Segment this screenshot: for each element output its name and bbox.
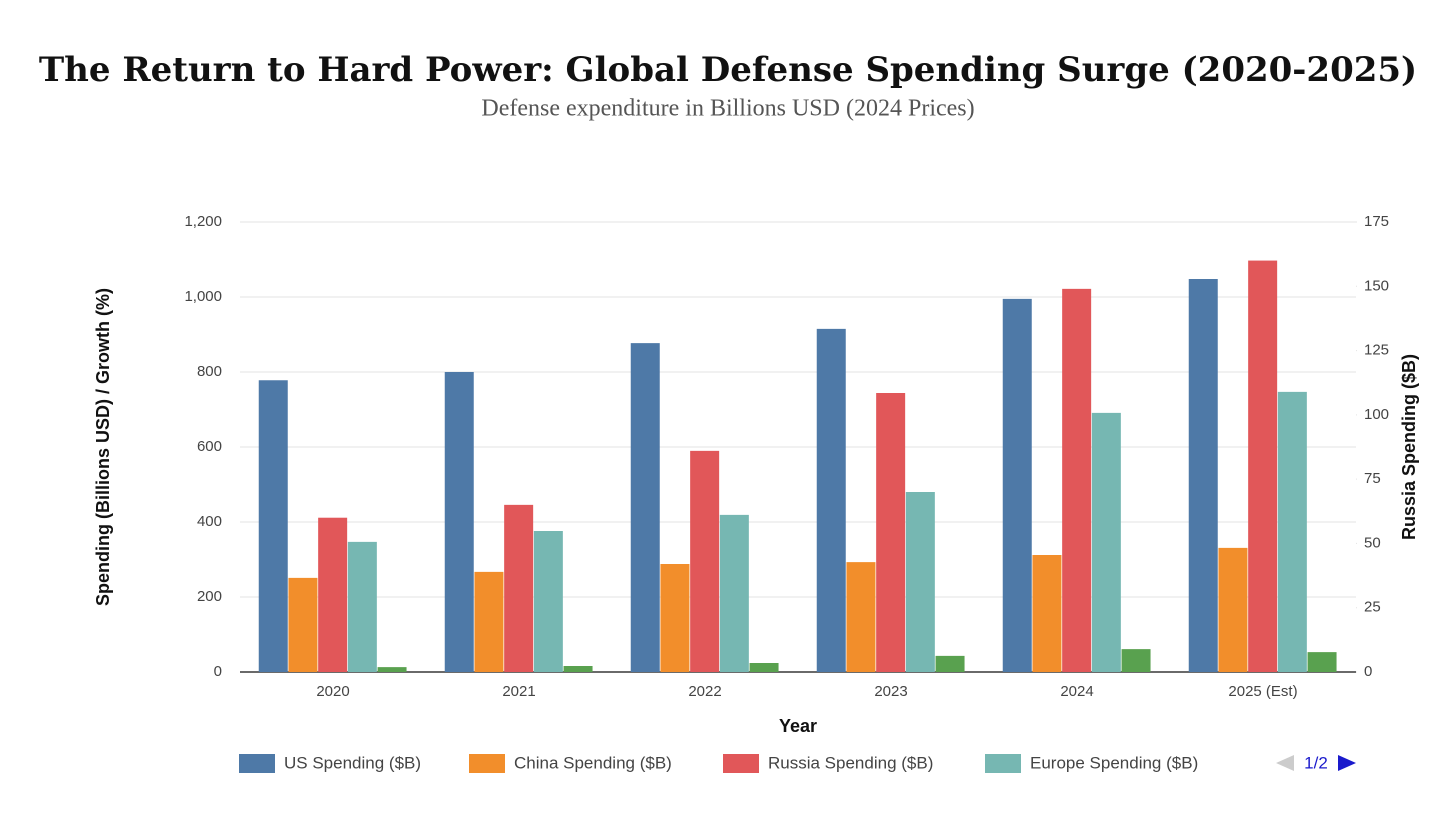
- legend-swatch: [469, 754, 505, 773]
- bar: [1218, 547, 1248, 672]
- bar: [1307, 652, 1337, 672]
- chart-title: The Return to Hard Power: Global Defense…: [39, 50, 1417, 90]
- legend-next[interactable]: [1338, 755, 1356, 771]
- y2-tick-label: 150: [1364, 277, 1389, 294]
- bar: [533, 531, 563, 672]
- y2-tick-label: 125: [1364, 342, 1389, 359]
- legend-label: Russia Spending ($B): [768, 753, 933, 772]
- x-tick-label: 2023: [874, 683, 907, 700]
- chart-subtitle: Defense expenditure in Billions USD (202…: [481, 96, 974, 122]
- y-tick-label: 800: [197, 363, 222, 380]
- bar: [1188, 279, 1218, 672]
- y-axis-title: Spending (Billions USD) / Growth (%): [93, 288, 113, 606]
- bar: [876, 393, 906, 672]
- legend-prev[interactable]: [1276, 755, 1294, 771]
- bar: [563, 666, 593, 672]
- bar: [905, 492, 935, 672]
- y-tick-label: 600: [197, 438, 222, 455]
- bar: [690, 450, 720, 672]
- x-tick-label: 2024: [1060, 683, 1093, 700]
- y2-tick-label: 25: [1364, 599, 1381, 616]
- x-axis-title: Year: [779, 716, 817, 736]
- bar: [1002, 298, 1032, 672]
- y-tick-label: 1,200: [184, 213, 222, 230]
- y2-axis-title: Russia Spending ($B): [1399, 354, 1419, 540]
- bar: [444, 372, 474, 672]
- legend-label: US Spending ($B): [284, 753, 421, 772]
- x-tick-label: 2021: [502, 683, 535, 700]
- bar: [474, 571, 504, 672]
- y2-tick-label: 50: [1364, 534, 1381, 551]
- bar: [846, 562, 876, 672]
- bar: [630, 343, 660, 672]
- bar: [288, 577, 318, 672]
- y-tick-label: 200: [197, 588, 222, 605]
- legend-page: 1/2: [1304, 753, 1328, 772]
- bar: [1248, 260, 1278, 672]
- bar: [1062, 288, 1092, 672]
- y2-tick-label: 75: [1364, 470, 1381, 487]
- x-tick-label: 2025 (Est): [1228, 683, 1297, 700]
- bar: [719, 514, 749, 672]
- bar: [1091, 412, 1121, 672]
- bar: [1121, 649, 1151, 672]
- legend-label: China Spending ($B): [514, 753, 672, 772]
- y2-tick-label: 175: [1364, 213, 1389, 230]
- bar: [816, 328, 846, 672]
- bar: [318, 517, 348, 672]
- bar: [935, 655, 965, 672]
- y-tick-label: 1,000: [184, 288, 222, 305]
- y-tick-label: 0: [214, 663, 222, 680]
- bar: [749, 663, 779, 672]
- bar: [1277, 391, 1307, 672]
- legend-label: Europe Spending ($B): [1030, 753, 1198, 772]
- bar: [504, 504, 534, 672]
- bar: [1032, 555, 1062, 672]
- x-tick-label: 2020: [316, 683, 349, 700]
- bar: [377, 667, 407, 672]
- legend-swatch: [723, 754, 759, 773]
- x-tick-label: 2022: [688, 683, 721, 700]
- legend-swatch: [239, 754, 275, 773]
- y2-tick-label: 0: [1364, 663, 1372, 680]
- bar: [660, 564, 690, 672]
- y-tick-label: 400: [197, 513, 222, 530]
- bar: [258, 380, 288, 672]
- legend-swatch: [985, 754, 1021, 773]
- y2-tick-label: 100: [1364, 406, 1389, 423]
- bar: [347, 541, 377, 672]
